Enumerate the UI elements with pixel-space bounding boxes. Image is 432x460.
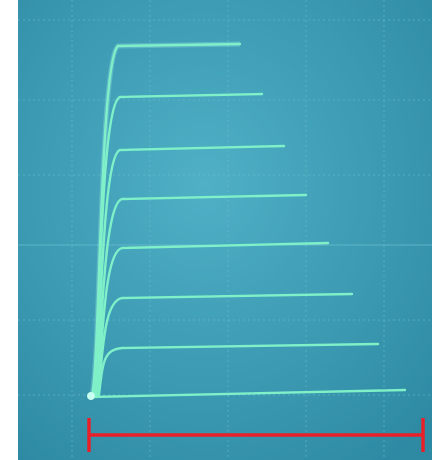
oscilloscope-photo — [0, 0, 432, 460]
page — [0, 0, 432, 460]
origin-spot — [87, 392, 95, 400]
